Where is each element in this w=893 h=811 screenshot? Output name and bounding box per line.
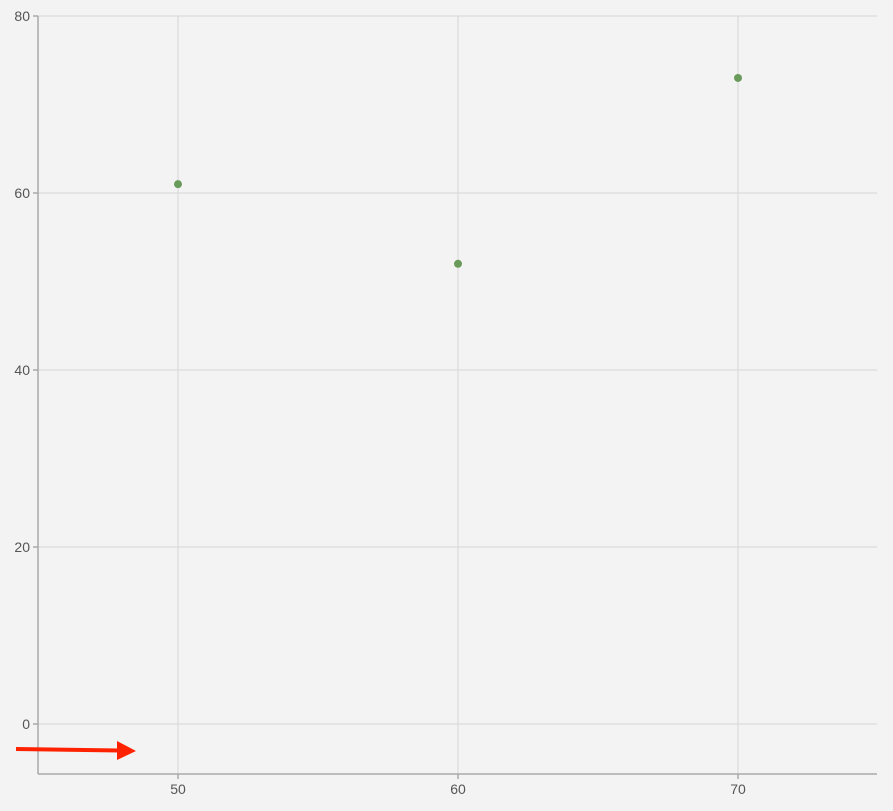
y-tick-label: 0	[22, 716, 30, 732]
data-point	[454, 259, 462, 268]
x-tick-label: 60	[450, 781, 466, 797]
data-point	[174, 180, 182, 189]
y-tick-label: 20	[14, 539, 30, 555]
y-tick-label: 80	[14, 8, 30, 24]
annotation-arrow-shaft	[15, 747, 120, 753]
y-tick-label: 40	[14, 362, 30, 378]
data-point	[734, 73, 742, 82]
y-tick-label: 60	[14, 185, 30, 201]
x-tick-label: 70	[730, 781, 746, 797]
annotation-arrow-head-icon	[117, 741, 136, 760]
x-tick-label: 50	[170, 781, 186, 797]
